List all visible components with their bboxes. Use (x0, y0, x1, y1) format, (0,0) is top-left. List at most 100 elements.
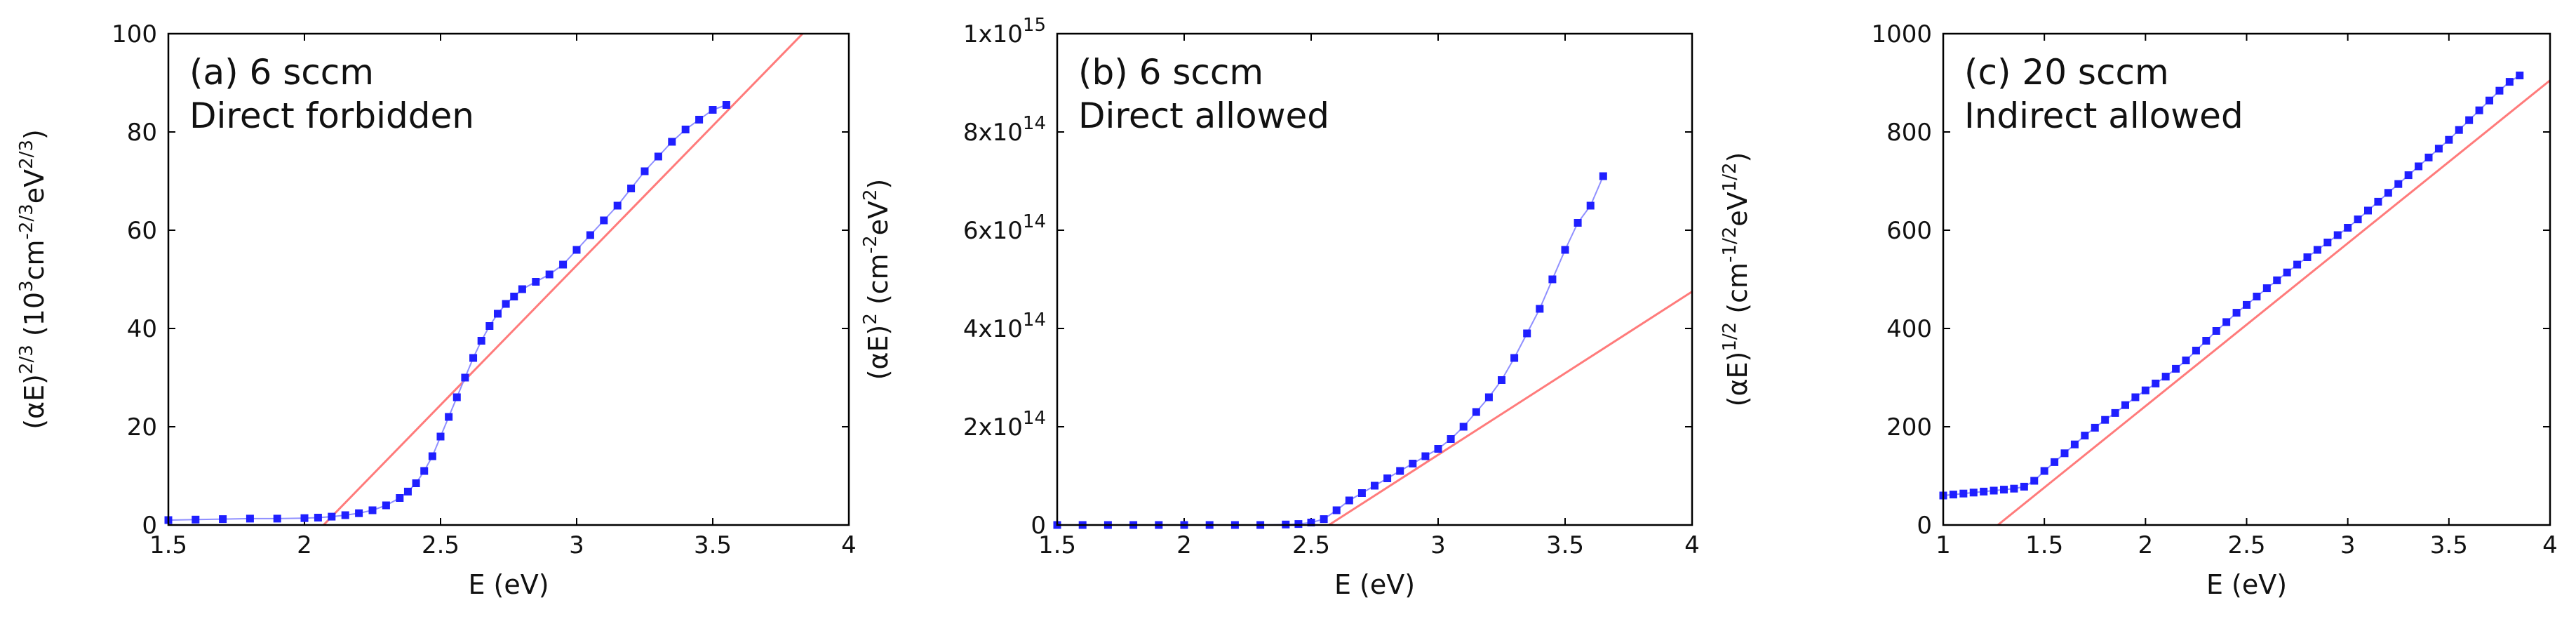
x-tick-label: 1.5 (1038, 531, 1076, 559)
data-point (2364, 206, 2372, 215)
data-point (1969, 489, 1978, 497)
annotation-line: Direct allowed (1078, 95, 1329, 136)
data-point (1383, 474, 1392, 482)
data-point (518, 285, 526, 293)
data-point (1320, 515, 1328, 524)
data-point (2253, 293, 2261, 300)
data-point (412, 479, 420, 487)
data-point (477, 337, 485, 345)
data-point (493, 310, 502, 318)
y-axis-label: (αE)1/2 (cm-1/2eV1/2) (1719, 152, 1753, 407)
y-axis-label: (αE)2/3 (103cm-2/3eV2/3) (16, 129, 50, 430)
x-tick-label: 3.5 (694, 531, 732, 559)
plot-frame (1056, 32, 1693, 526)
data-point (2222, 318, 2231, 326)
y-tick-label: 8x1014​ (963, 113, 1046, 147)
y-tick-label: 60 (127, 217, 157, 245)
data-point (572, 246, 581, 254)
x-tick-label: 1.5 (2025, 531, 2063, 559)
data-point (2455, 126, 2463, 134)
y-tick-label: 100 (112, 20, 157, 48)
x-tick-label: 4 (841, 531, 857, 559)
chart-panel-c: 1 1.5 2 2.5 3 3.5 4 0 200 400 600 800 1000 (c) 20 scc… (1719, 20, 2558, 600)
y-tick-label: 400 (1886, 315, 1932, 343)
data-point (1498, 376, 1505, 384)
data-point (2404, 171, 2413, 180)
data-point (2516, 72, 2524, 79)
data-point (2192, 347, 2200, 354)
data-point (2415, 162, 2423, 171)
data-point (1434, 445, 1442, 453)
data-point (2475, 106, 2483, 114)
x-tick-label: 2.5 (2227, 531, 2265, 559)
x-tick-label: 3.5 (1546, 531, 1584, 559)
data-point (1294, 520, 1303, 529)
data-point (2465, 116, 2474, 124)
x-tick-label: 3 (2340, 531, 2356, 559)
data-point (627, 185, 636, 192)
data-point (1459, 423, 1468, 431)
y-tick-label: 1x1015​ (963, 15, 1046, 48)
y-tick-label: 40 (127, 315, 157, 343)
data-line (1057, 175, 1604, 525)
data-point (368, 506, 377, 514)
data-point (2000, 486, 2008, 494)
data-point (461, 373, 469, 382)
x-tick-label: 1.5 (149, 531, 187, 559)
data-point (600, 216, 608, 225)
data-point (1980, 487, 1988, 496)
data-point (485, 322, 494, 330)
x-tick-label: 2 (1176, 531, 1192, 559)
data-point (1561, 246, 1569, 254)
data-point (2243, 300, 2250, 309)
data-point (1357, 489, 1366, 497)
x-tick-label: 2 (297, 531, 312, 559)
annotation-line: Direct forbidden (189, 95, 474, 136)
data-point (613, 201, 622, 210)
data-point (1396, 467, 1404, 475)
x-tick-label: 3 (569, 531, 584, 559)
x-tick-label: 2 (2138, 531, 2154, 559)
data-point (1472, 408, 1480, 416)
data-point (1447, 435, 1455, 443)
data-point (2344, 224, 2352, 232)
x-tick-label: 2.5 (1292, 531, 1330, 559)
data-point (1548, 275, 1557, 284)
data-line (168, 104, 727, 521)
data-point (328, 512, 336, 521)
data-point (341, 511, 349, 519)
data-point (2486, 96, 2493, 105)
x-tick-label: 4 (2542, 531, 2558, 559)
x-tick-label: 4 (1684, 531, 1700, 559)
data-point (403, 487, 412, 496)
data-point (246, 514, 254, 523)
y-tick-label: 4x1014​ (963, 310, 1046, 343)
data-point (1345, 496, 1353, 505)
data-point (355, 509, 363, 517)
x-axis-label: E (eV) (468, 569, 549, 600)
data-point (2293, 260, 2302, 269)
annotation-line: Indirect allowed (1964, 95, 2243, 136)
data-point (2020, 482, 2028, 491)
data-point (2182, 357, 2190, 364)
fit-line (1997, 79, 2550, 525)
data-point (2030, 477, 2039, 485)
data-point (192, 515, 200, 524)
data-point (1421, 452, 1430, 460)
data-point (2495, 86, 2504, 95)
fit-line (323, 34, 804, 525)
y-tick-label: 800 (1886, 119, 1932, 147)
data-point (2040, 467, 2048, 475)
data-point (1949, 491, 1957, 499)
x-axis-label: E (eV) (1334, 569, 1415, 600)
y-tick-label: 600 (1886, 217, 1932, 245)
plot-frame (1942, 32, 2551, 526)
data-point (654, 152, 662, 161)
data-point (2111, 408, 2119, 417)
data-point (2091, 423, 2099, 432)
data-point (396, 494, 404, 502)
data-point (559, 260, 568, 269)
data-point (2161, 373, 2170, 381)
y-tick-label: 0 (142, 512, 157, 540)
